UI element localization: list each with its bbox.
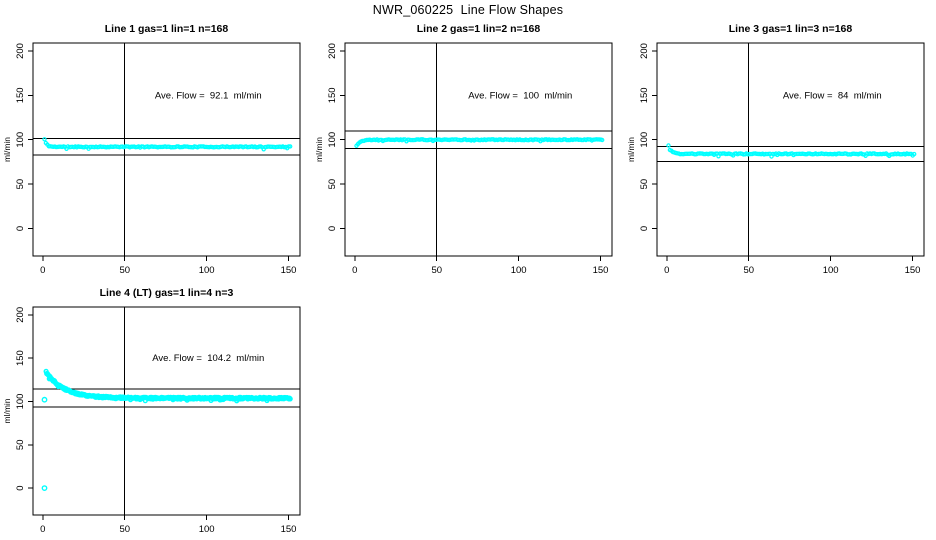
flow-panel-3: Line 3 gas=1 lin=3 n=168 0 50 100 150 0 50 100 1…	[626, 23, 925, 276]
y-axis-label: ml/min	[626, 137, 636, 162]
y-axis-label: ml/min	[2, 398, 12, 423]
ave-flow-annotation: Ave. Flow = 84 ml/min	[783, 90, 882, 101]
x-axis: 0 50 100 150	[40, 256, 296, 276]
y-tick-label: 150	[327, 87, 338, 103]
data-points	[41, 368, 293, 491]
x-tick-label: 150	[905, 265, 921, 276]
y-tick-label: 150	[15, 350, 26, 366]
plot-border	[32, 42, 301, 257]
y-tick-label: 150	[15, 87, 26, 103]
flow-point	[912, 151, 917, 157]
x-tick-label: 0	[352, 265, 357, 276]
y-tick-label: 0	[15, 226, 26, 231]
ave-flow-annotation: Ave. Flow = 100 ml/min	[468, 90, 572, 101]
y-axis: 0 50 100 150 200	[15, 43, 33, 231]
y-tick-label: 50	[15, 440, 26, 451]
y-tick-label: 50	[327, 179, 338, 190]
y-tick-label: 150	[639, 87, 650, 103]
flow-point	[287, 396, 293, 402]
y-tick-label: 50	[639, 179, 650, 190]
plot-border	[656, 42, 925, 257]
y-tick-label: 0	[15, 485, 26, 490]
y-tick-label: 200	[639, 43, 650, 59]
y-tick-label: 100	[15, 132, 26, 148]
y-tick-label: 100	[639, 132, 650, 148]
flow-point	[42, 137, 47, 142]
y-axis: 0 50 100 150 200	[327, 43, 345, 231]
ave-flow-annotation: Ave. Flow = 104.2 ml/min	[152, 353, 264, 364]
flow-panel-4: Line 4 (LT) gas=1 lin=4 n=3 0 50 100 150 0 50 1…	[2, 287, 301, 535]
y-tick-label: 50	[15, 179, 26, 190]
y-axis: 0 50 100 150 200	[15, 307, 33, 491]
x-tick-label: 0	[664, 265, 669, 276]
x-tick-label: 100	[823, 265, 839, 276]
flow-point	[600, 137, 605, 143]
panel-title: Line 4 (LT) gas=1 lin=4 n=3	[100, 287, 234, 299]
x-tick-label: 0	[40, 265, 45, 276]
plot-border	[32, 306, 301, 516]
x-tick-label: 150	[281, 265, 297, 276]
y-tick-label: 100	[327, 132, 338, 148]
x-tick-label: 50	[119, 524, 130, 535]
y-tick-label: 200	[15, 307, 26, 323]
flow-panel-1: Line 1 gas=1 lin=1 n=168 0 50 100 150 0 50 100 1…	[2, 23, 301, 276]
y-axis-label: ml/min	[314, 137, 324, 162]
outlier-point	[41, 485, 48, 491]
x-tick-label: 50	[119, 265, 130, 276]
y-tick-label: 0	[639, 226, 650, 231]
y-tick-label: 200	[327, 43, 338, 59]
data-points	[42, 137, 293, 152]
panel-title: Line 1 gas=1 lin=1 n=168	[105, 23, 229, 35]
x-tick-label: 150	[593, 265, 609, 276]
x-tick-label: 50	[431, 265, 442, 276]
flow-point	[666, 143, 671, 148]
x-axis: 0 50 100 150	[664, 256, 920, 276]
y-tick-label: 100	[15, 394, 26, 410]
x-axis: 0 50 100 150	[352, 256, 608, 276]
flow-panel-2: Line 2 gas=1 lin=2 n=168 0 50 100 150 0 50 100 1…	[314, 23, 613, 276]
y-tick-label: 0	[327, 226, 338, 231]
ave-flow-annotation: Ave. Flow = 92.1 ml/min	[155, 90, 262, 101]
x-tick-label: 50	[743, 265, 754, 276]
panel-title: Line 2 gas=1 lin=2 n=168	[417, 23, 541, 35]
x-tick-label: 100	[199, 265, 215, 276]
x-tick-label: 100	[199, 524, 215, 535]
y-axis: 0 50 100 150 200	[639, 43, 657, 231]
x-tick-label: 100	[511, 265, 527, 276]
outlier-point	[41, 396, 48, 403]
x-axis: 0 50 100 150	[40, 515, 296, 535]
flow-point	[288, 144, 293, 149]
data-points	[354, 137, 605, 148]
panel-title: Line 3 gas=1 lin=3 n=168	[729, 23, 853, 35]
y-axis-label: ml/min	[2, 137, 12, 162]
plot-border	[344, 42, 613, 257]
x-tick-label: 150	[281, 524, 297, 535]
figure-title: NWR_060225 Line Flow Shapes	[372, 3, 564, 17]
x-tick-label: 0	[40, 524, 45, 535]
y-tick-label: 200	[15, 43, 26, 59]
data-points	[666, 143, 917, 159]
